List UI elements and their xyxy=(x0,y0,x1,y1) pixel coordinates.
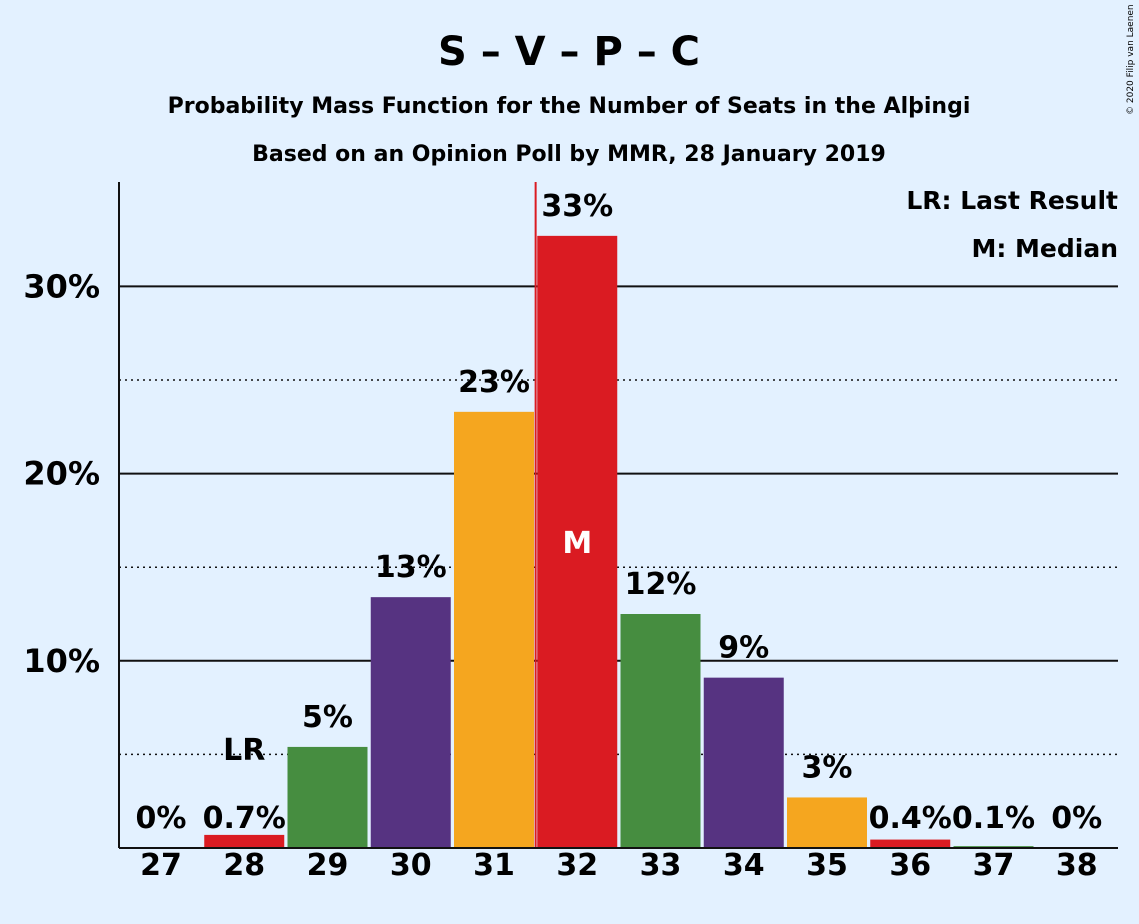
gridlines xyxy=(119,285,1118,756)
bar xyxy=(454,411,534,848)
copyright-notice: © 2020 Filip van Laenen xyxy=(1126,4,1136,115)
x-tick-label: 28 xyxy=(223,848,265,883)
bar-value-label: 0% xyxy=(1051,801,1102,836)
median-marker: M xyxy=(562,526,592,561)
x-tick-label: 36 xyxy=(889,848,931,883)
x-tick-label: 29 xyxy=(307,848,349,883)
bar xyxy=(870,839,951,848)
bars xyxy=(204,182,1034,848)
chart-poll-source: Based on an Opinion Poll by MMR, 28 Janu… xyxy=(252,142,886,167)
legend-median: M: Median xyxy=(971,234,1118,263)
y-tick-label: 20% xyxy=(23,455,100,493)
bar-value-label: 13% xyxy=(375,550,447,585)
bar xyxy=(287,746,368,848)
x-tick-label: 31 xyxy=(473,848,515,883)
bar-value-label: 12% xyxy=(625,567,697,602)
bar xyxy=(370,597,451,848)
y-axis-ticks: 10% 20% 30% xyxy=(23,267,100,679)
legend-last-result: LR: Last Result xyxy=(906,186,1118,215)
bar xyxy=(537,235,618,848)
bar-value-label: 0.1% xyxy=(952,801,1035,836)
y-tick-label: 10% xyxy=(23,642,100,680)
bar-value-label: 0.4% xyxy=(869,801,952,836)
x-tick-label: 32 xyxy=(556,848,598,883)
x-tick-label: 37 xyxy=(973,848,1015,883)
bar-value-label: 23% xyxy=(458,365,530,400)
x-tick-label: 35 xyxy=(806,848,848,883)
x-tick-label: 38 xyxy=(1056,848,1098,883)
bar-value-label: 9% xyxy=(718,631,769,666)
chart-subtitle: Probability Mass Function for the Number… xyxy=(168,94,971,119)
bar-value-label: 33% xyxy=(541,189,613,224)
x-tick-label: 30 xyxy=(390,848,432,883)
chart-title: S – V – P – C xyxy=(438,29,700,75)
x-tick-label: 33 xyxy=(640,848,682,883)
bar-value-label: 0% xyxy=(136,801,187,836)
x-tick-label: 34 xyxy=(723,848,765,883)
bar xyxy=(204,834,285,848)
bar-value-label: 5% xyxy=(302,700,353,735)
bar-value-label: 3% xyxy=(802,750,853,785)
x-axis-ticks: 27 28 29 30 31 32 33 34 35 36 37 38 xyxy=(140,848,1098,883)
bar-labels: 0% 0.7% 5% 13% 23% 33% 12% 9% 3% 0.4% 0.1% 0% M LR xyxy=(136,189,1103,836)
bar-value-label: 0.7% xyxy=(203,801,286,836)
bar xyxy=(787,797,867,848)
y-tick-label: 30% xyxy=(23,267,100,305)
x-tick-label: 27 xyxy=(140,848,182,883)
last-result-marker: LR xyxy=(223,733,265,768)
bar xyxy=(620,614,701,848)
bar xyxy=(703,677,784,848)
